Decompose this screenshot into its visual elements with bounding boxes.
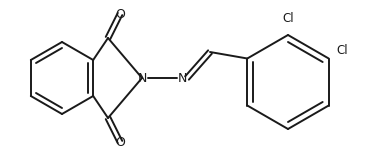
Text: N: N: [177, 71, 187, 84]
Text: N: N: [137, 71, 147, 84]
Text: O: O: [115, 8, 125, 21]
Text: O: O: [115, 135, 125, 149]
Text: Cl: Cl: [282, 13, 294, 25]
Text: Cl: Cl: [337, 44, 348, 57]
